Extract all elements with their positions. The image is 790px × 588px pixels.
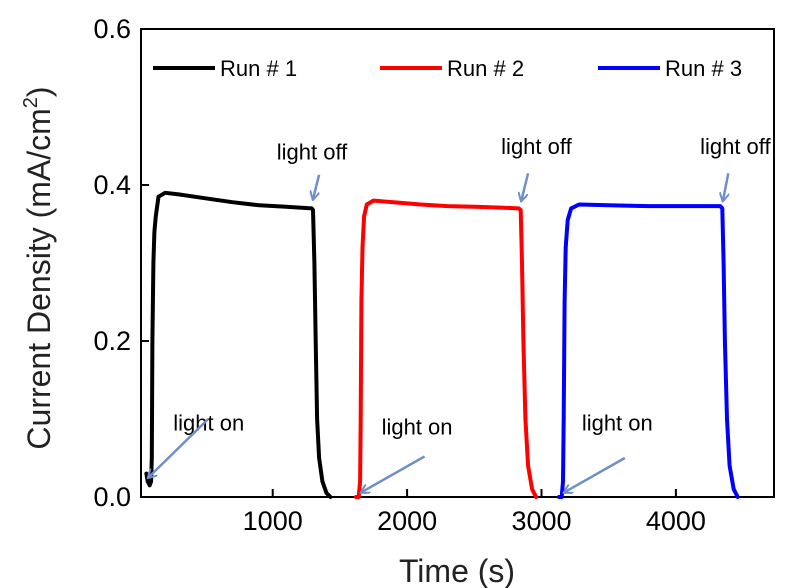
legend: Run # 1 Run # 2 Run # 3 (153, 56, 742, 81)
y-axis-title-sup: 2 (20, 97, 42, 108)
legend-entry-run-2: Run # 2 (380, 56, 524, 81)
y-tick-label: 0.6 (93, 14, 131, 44)
annotation-arrow (521, 173, 530, 200)
annotation-layer: light off light off light off light on light… (148, 134, 772, 493)
x-tick-label: 3000 (511, 506, 571, 536)
annotation-label: light on (173, 411, 244, 436)
y-axis-title-close: ) (21, 86, 57, 97)
annotation-label: light off (277, 139, 348, 164)
x-axis-title: Time (s) (399, 553, 515, 588)
tick-layer: 0.0 0.2 0.4 0.6 1000 2000 3000 4000 (93, 14, 705, 536)
series-line-run-1 (144, 190, 333, 499)
annotation-arrow (361, 455, 426, 492)
annotation-arrow (313, 174, 321, 199)
annotation-arrow (723, 173, 730, 200)
annotation-label: light on (582, 411, 653, 436)
annotation-label: light on (382, 415, 453, 440)
legend-entry-run-3: Run # 3 (598, 56, 742, 81)
legend-label-run-2: Run # 2 (447, 56, 524, 81)
annotation-arrow (148, 418, 210, 478)
annotation-arrow (564, 456, 626, 492)
y-tick-label: 0.2 (93, 326, 131, 356)
x-tick-label: 1000 (243, 506, 303, 536)
plot-frame (140, 28, 775, 498)
series-layer (144, 190, 740, 499)
legend-label-run-3: Run # 3 (665, 56, 742, 81)
series-line-run-3 (557, 202, 740, 499)
y-axis-title-main: Current Density (mA/cm (21, 108, 57, 449)
series-line-run-2 (354, 198, 539, 499)
annotation-label: light off (700, 134, 771, 159)
legend-entry-run-1: Run # 1 (153, 56, 297, 81)
x-tick-label: 2000 (377, 506, 437, 536)
y-tick-label: 0.4 (93, 170, 131, 200)
legend-label-run-1: Run # 1 (220, 56, 297, 81)
annotation-label: light off (501, 134, 572, 159)
y-tick-label: 0.0 (93, 482, 131, 512)
y-axis-title: Current Density (mA/cm2) (20, 86, 57, 449)
x-tick-label: 4000 (646, 506, 706, 536)
